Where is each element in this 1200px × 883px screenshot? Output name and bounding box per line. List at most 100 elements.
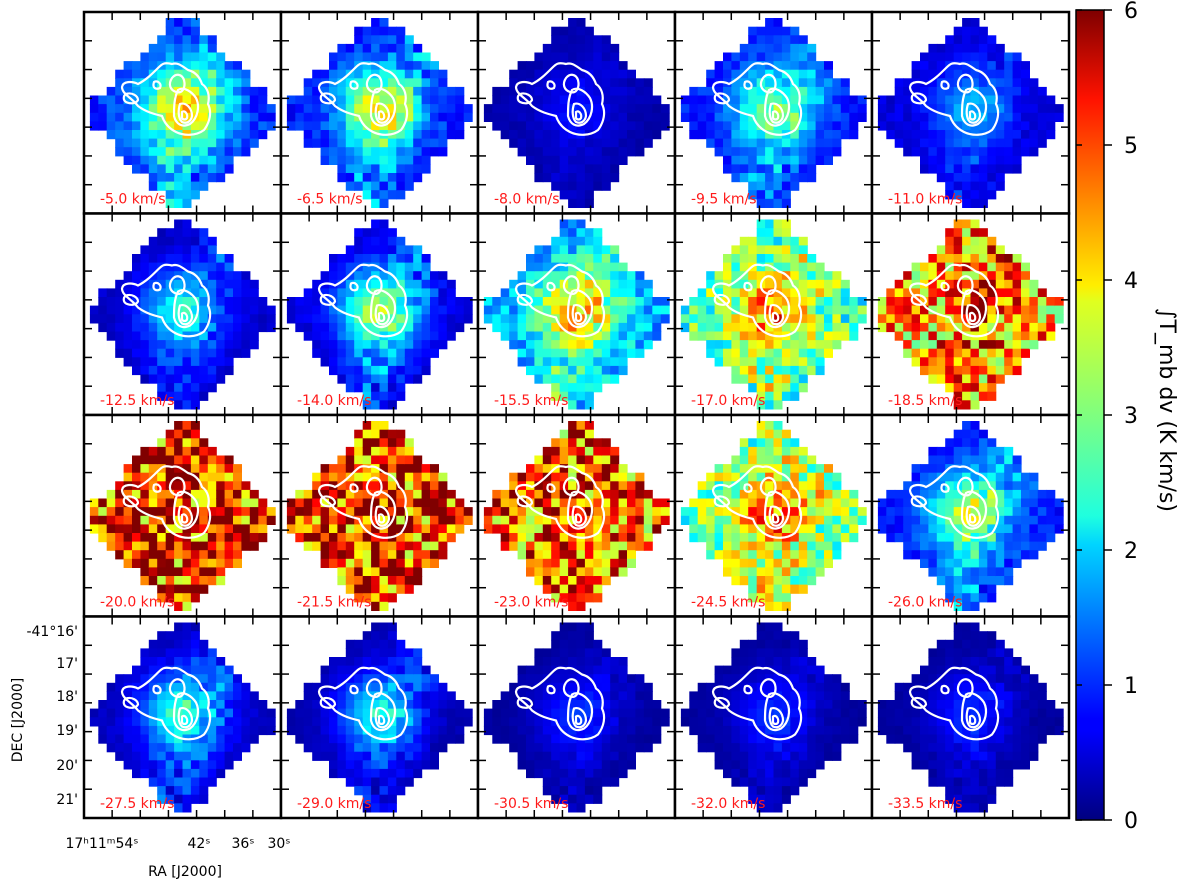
map-pixel bbox=[404, 576, 414, 586]
map-pixel bbox=[157, 52, 167, 62]
map-pixel bbox=[542, 365, 552, 376]
map-pixel bbox=[430, 340, 439, 350]
map-pixel bbox=[312, 498, 322, 508]
map-pixel bbox=[534, 95, 544, 105]
map-pixel bbox=[1029, 86, 1039, 97]
map-pixel bbox=[165, 648, 175, 658]
map-pixel bbox=[241, 78, 251, 88]
map-pixel bbox=[798, 95, 808, 105]
map-pixel bbox=[928, 498, 938, 508]
map-pixel bbox=[371, 130, 381, 140]
map-pixel bbox=[962, 455, 972, 465]
map-pixel bbox=[509, 314, 519, 324]
map-pixel bbox=[207, 288, 217, 298]
map-pixel bbox=[765, 279, 775, 289]
map-pixel bbox=[995, 489, 1005, 500]
map-pixel bbox=[174, 665, 184, 675]
map-pixel bbox=[559, 541, 569, 551]
map-pixel bbox=[446, 121, 456, 131]
map-pixel bbox=[559, 288, 569, 298]
map-pixel bbox=[945, 181, 955, 191]
map-pixel bbox=[165, 717, 175, 727]
map-pixel bbox=[387, 365, 397, 376]
map-pixel bbox=[1029, 112, 1039, 122]
map-pixel bbox=[731, 507, 741, 517]
map-pixel bbox=[387, 52, 397, 62]
map-pixel bbox=[224, 155, 234, 165]
map-pixel bbox=[748, 348, 758, 358]
map-pixel bbox=[249, 541, 259, 551]
map-pixel bbox=[438, 78, 448, 88]
map-pixel bbox=[157, 138, 167, 148]
map-pixel bbox=[618, 524, 628, 534]
contour-line bbox=[571, 505, 588, 527]
map-pixel bbox=[987, 190, 997, 200]
map-pixel bbox=[824, 121, 833, 131]
map-pixel bbox=[824, 340, 833, 350]
map-pixel bbox=[174, 164, 184, 174]
map-pixel bbox=[551, 288, 561, 298]
map-pixel bbox=[190, 558, 200, 568]
map-pixel bbox=[542, 541, 552, 551]
map-pixel bbox=[920, 489, 929, 500]
map-pixel bbox=[207, 322, 217, 333]
contour-overlay bbox=[120, 465, 212, 539]
map-pixel bbox=[354, 254, 364, 264]
map-pixel bbox=[739, 305, 749, 315]
map-pixel bbox=[945, 348, 955, 358]
map-pixel bbox=[970, 288, 980, 298]
map-pixel bbox=[706, 104, 716, 114]
map-pixel bbox=[765, 429, 775, 439]
map-pixel bbox=[748, 279, 758, 289]
map-pixel bbox=[1037, 498, 1047, 508]
map-pixel bbox=[430, 498, 439, 508]
map-pixel bbox=[568, 550, 578, 560]
map-pixel bbox=[970, 305, 980, 315]
map-pixel bbox=[526, 254, 535, 264]
map-pixel bbox=[903, 112, 913, 122]
map-pixel bbox=[249, 331, 259, 341]
map-pixel bbox=[920, 348, 929, 358]
map-pixel bbox=[182, 622, 192, 632]
contour-line bbox=[763, 289, 791, 329]
map-pixel bbox=[714, 498, 724, 508]
map-pixel bbox=[190, 429, 200, 439]
map-pixel bbox=[610, 138, 620, 148]
map-pixel bbox=[576, 104, 586, 114]
map-pixel bbox=[635, 104, 645, 114]
map-pixel bbox=[534, 524, 544, 534]
map-pixel bbox=[157, 86, 167, 97]
map-pixel bbox=[731, 322, 741, 333]
map-pixel bbox=[421, 348, 431, 358]
map-pixel bbox=[216, 164, 226, 174]
map-pixel bbox=[832, 297, 842, 307]
map-pixel bbox=[182, 181, 192, 191]
map-pixel bbox=[773, 374, 783, 384]
map-pixel bbox=[1029, 472, 1039, 482]
map-pixel bbox=[798, 78, 808, 88]
map-pixel bbox=[404, 489, 414, 500]
map-pixel bbox=[928, 52, 938, 62]
map-pixel bbox=[106, 297, 116, 307]
map-pixel bbox=[123, 717, 133, 727]
panel-ticks bbox=[281, 213, 478, 415]
contour-line bbox=[910, 495, 928, 508]
map-pixel bbox=[362, 498, 372, 508]
map-pixel bbox=[148, 760, 158, 770]
map-pixel bbox=[438, 121, 448, 131]
map-pixel bbox=[413, 507, 423, 517]
map-pixel bbox=[936, 322, 946, 333]
map-pixel bbox=[689, 297, 699, 307]
map-pixel bbox=[1004, 305, 1014, 315]
map-pixel bbox=[396, 383, 406, 393]
map-pixel bbox=[132, 507, 141, 517]
map-pixel bbox=[165, 576, 175, 586]
map-pixel bbox=[610, 558, 620, 568]
map-pixel bbox=[739, 541, 749, 551]
map-pixel bbox=[593, 348, 603, 358]
map-pixel bbox=[568, 219, 578, 229]
map-pixel bbox=[165, 173, 175, 183]
map-pixel bbox=[430, 147, 439, 157]
map-pixel bbox=[748, 86, 758, 97]
map-pixel bbox=[936, 558, 946, 568]
